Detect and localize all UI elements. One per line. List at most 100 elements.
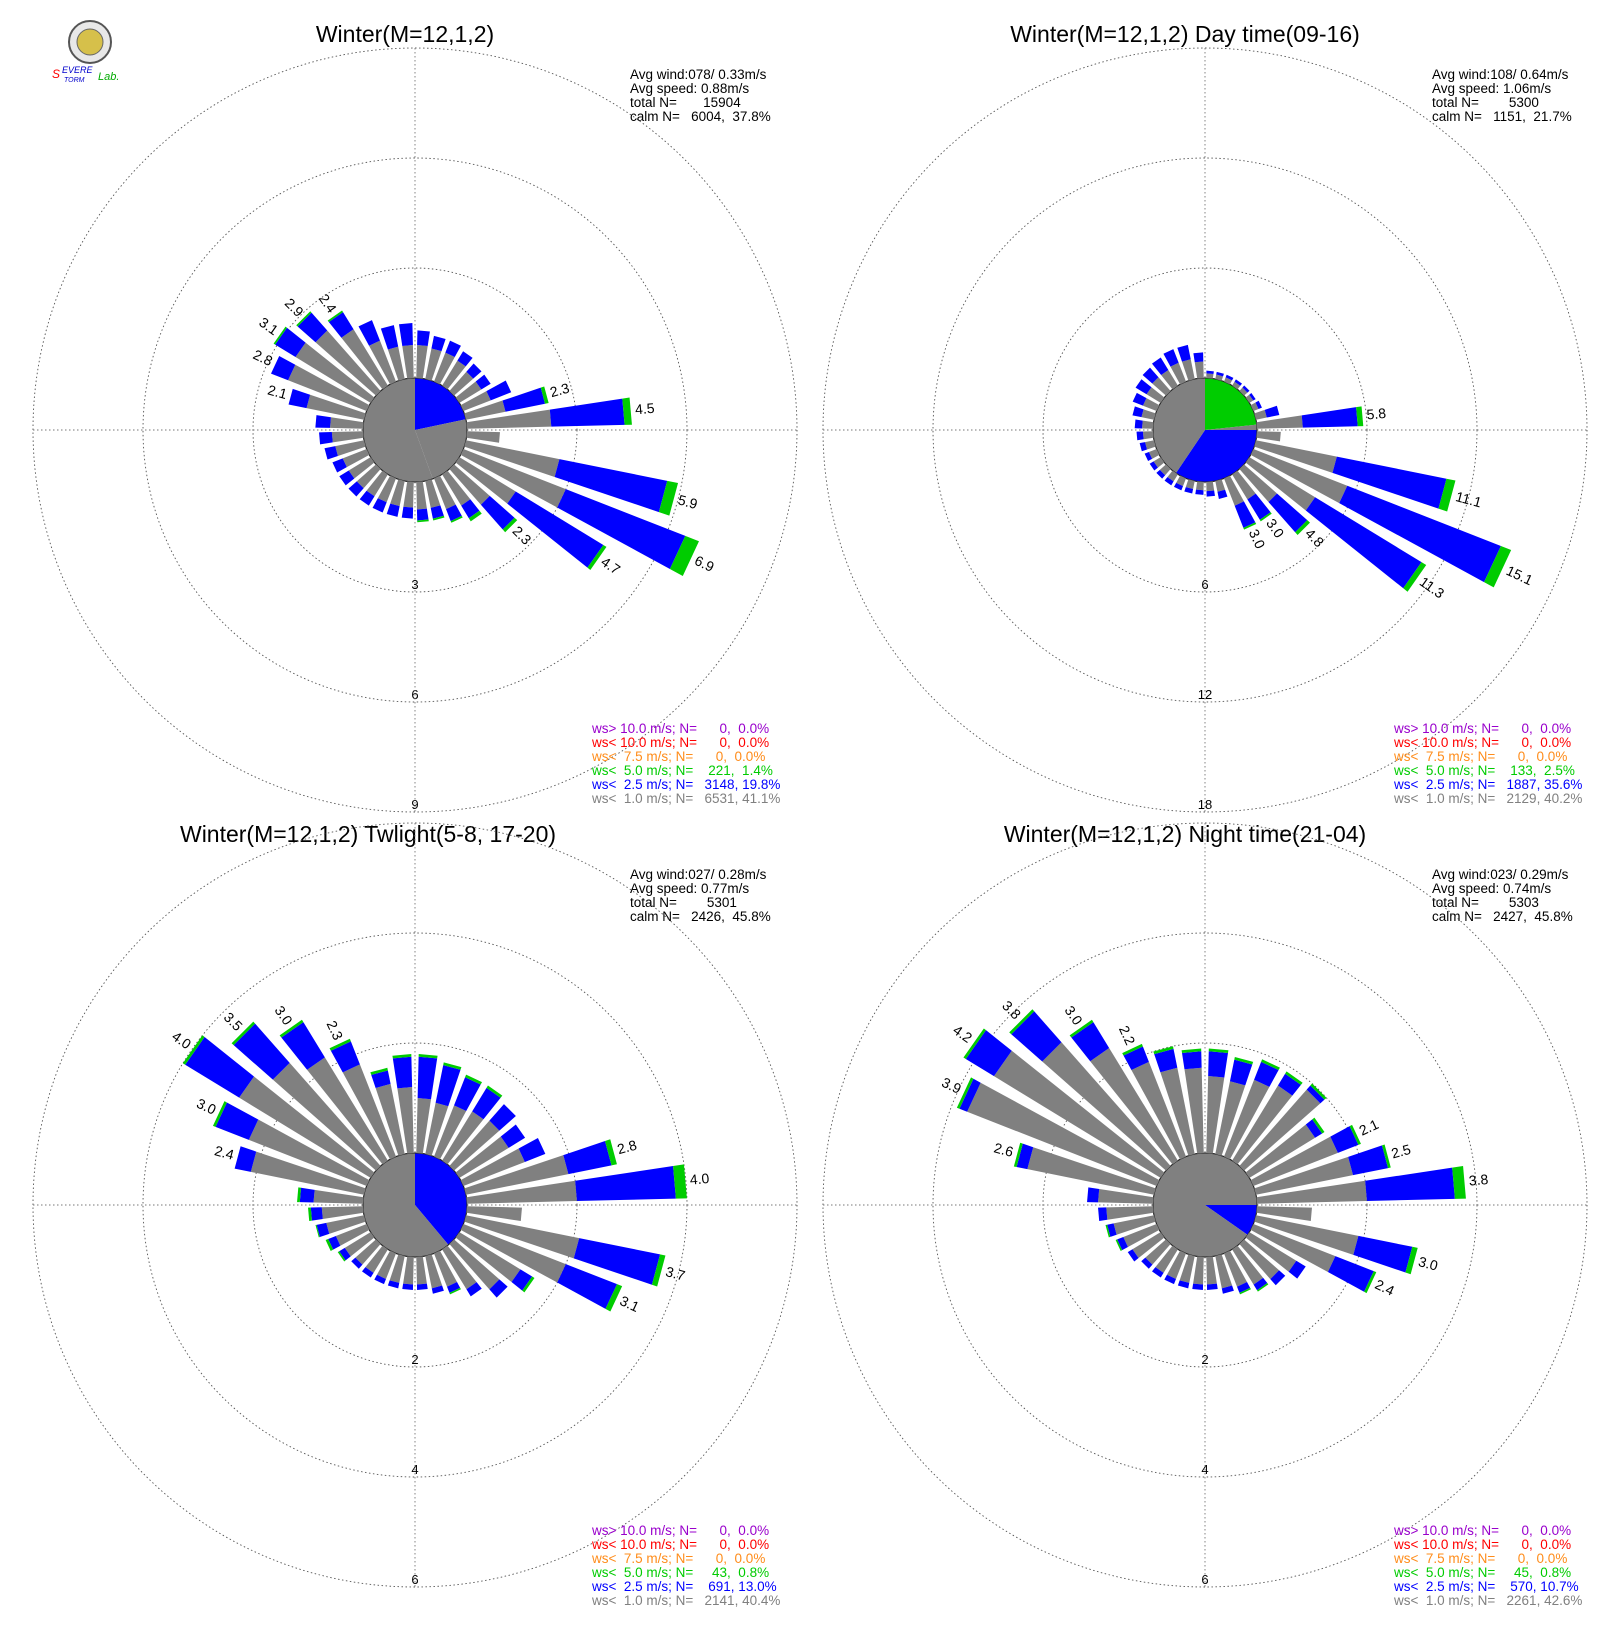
bar-calm-segment: [1239, 464, 1278, 503]
info-box: Avg wind:078/ 0.33m/s Avg speed: 0.88m/s…: [630, 67, 771, 124]
calm-n-text: calm N= 2427, 45.8%: [1432, 909, 1573, 924]
bar-low-segment: [1173, 482, 1184, 491]
bar-low-segment: [1264, 405, 1280, 418]
bar-mid-segment: [522, 1276, 535, 1293]
bar-mid-segment: [1153, 1046, 1174, 1055]
bar-calm-segment: [1141, 409, 1156, 420]
bar-value-label: 3.8: [999, 997, 1024, 1022]
bar-mid-segment: [1452, 1165, 1466, 1199]
calm-sector: [362, 378, 433, 483]
bar-value-label: 4.8: [1302, 525, 1327, 550]
bar-calm-segment: [1245, 457, 1316, 511]
bar-low-segment: [386, 503, 400, 517]
bar-low-segment: [563, 1141, 612, 1175]
bar-low-segment: [430, 505, 444, 519]
bar-mid-segment: [1484, 545, 1512, 588]
windrose-svg: Winter(M=12,1,2) S EVERE TORM Lab. Avg w…: [32, 20, 798, 813]
bar-calm-segment: [387, 346, 405, 381]
total-n-text: total N= 5303: [1432, 895, 1539, 910]
bar-value-label: 3.8: [1468, 1171, 1489, 1189]
bar-low-segment: [1139, 442, 1148, 452]
total-n-text: total N= 5301: [630, 895, 737, 910]
bar-low-segment: [447, 1282, 461, 1293]
bar-calm-segment: [433, 1250, 458, 1287]
bar-low-segment: [445, 340, 461, 357]
bar-low-segment: [330, 1041, 360, 1073]
bar-calm-segment: [1239, 1239, 1280, 1280]
bar-calm-segment: [1193, 1256, 1204, 1285]
bar-low-segment: [573, 1238, 661, 1285]
bar-low-segment: [549, 398, 625, 427]
bar-calm-segment: [464, 1155, 569, 1195]
legend-item: ws< 10.0 m/s; N= 0, 0.0%: [591, 735, 769, 750]
bar-calm-segment: [464, 440, 560, 477]
bar-value-label: 3.0: [1246, 527, 1269, 552]
chart-title: Winter(M=12,1,2) Night time(21-04): [1004, 821, 1366, 847]
bar-mid-segment: [418, 1054, 438, 1059]
bar-low-segment: [281, 1022, 325, 1070]
windrose-svg: Winter(M=12,1,2) Night time(21-04) Avg w…: [822, 821, 1588, 1608]
bar-calm-segment: [1223, 1250, 1248, 1287]
calm-sector: [415, 378, 466, 430]
bar-mid-segment: [1364, 1271, 1377, 1294]
bar-mid-segment: [1349, 1124, 1361, 1145]
bar-calm-segment: [449, 371, 474, 396]
info-box: Avg wind:023/ 0.29m/s Avg speed: 0.74m/s…: [1432, 867, 1573, 924]
bar-calm-segment: [355, 1239, 381, 1265]
bar-calm-segment: [993, 1050, 1165, 1178]
bar-low-segment: [215, 1102, 259, 1140]
bar-low-segment: [416, 508, 429, 521]
bar-low-segment: [507, 491, 604, 568]
bar-mid-segment: [315, 1224, 320, 1238]
bar-low-segment: [1016, 1143, 1034, 1170]
bar-mid-segment: [231, 1021, 256, 1046]
bar-calm-segment: [1176, 475, 1187, 487]
legend-item: ws< 5.0 m/s; N= 221, 1.4%: [591, 763, 773, 778]
bar-value-label: 2.3: [548, 380, 571, 401]
legend-item: ws< 2.5 m/s; N= 1887, 35.6%: [1393, 777, 1582, 792]
bar-mid-segment: [417, 519, 429, 523]
bar-low-segment: [1237, 1282, 1251, 1293]
bar-low-segment: [500, 1124, 526, 1148]
bar-low-segment: [1149, 461, 1158, 471]
bar-calm-segment: [1152, 377, 1171, 396]
bar-low-segment: [1134, 419, 1143, 429]
bar-calm-segment: [288, 364, 370, 412]
legend-item: ws< 10.0 m/s; N= 0, 0.0%: [1393, 1537, 1571, 1552]
bar-calm-segment: [425, 348, 442, 381]
bar-calm-segment: [416, 1256, 427, 1285]
bar-calm-segment: [1098, 1188, 1154, 1204]
bar-value-label: 4.2: [950, 1022, 975, 1046]
bar-calm-segment: [1148, 448, 1160, 459]
bar-low-segment: [489, 1279, 508, 1298]
bar-low-segment: [511, 1269, 533, 1291]
bar-calm-segment: [1159, 464, 1171, 476]
bar-calm-segment: [460, 1148, 525, 1187]
bar-mid-segment: [1438, 478, 1456, 512]
bar-mid-segment: [297, 1187, 302, 1203]
calm-sector: [415, 1205, 467, 1245]
bar-low-segment: [1206, 490, 1215, 497]
legend: ws> 10.0 m/s; N= 0, 0.0% ws< 10.0 m/s; N…: [591, 721, 780, 806]
avg-speed-text: Avg speed: 0.74m/s: [1432, 881, 1551, 896]
bar-low-segment: [328, 1236, 341, 1250]
bar-calm-segment: [1170, 362, 1187, 385]
bar-calm-segment: [1215, 1254, 1233, 1289]
legend-item: ws< 7.5 m/s; N= 0, 0.0%: [591, 749, 765, 764]
bar-calm-segment: [377, 475, 397, 503]
bar-value-label: 3.1: [256, 314, 281, 338]
bar-low-segment: [554, 459, 668, 513]
bar-calm-segment: [466, 409, 552, 429]
bar-calm-segment: [1254, 1215, 1359, 1255]
bar-low-segment: [466, 1282, 482, 1297]
bar-low-segment: [234, 1146, 257, 1172]
bar-mid-segment: [486, 1085, 503, 1098]
bar-value-label: 3.1: [617, 1292, 642, 1315]
bar-calm-segment: [1250, 1223, 1336, 1273]
bar-calm-segment: [1250, 1136, 1338, 1187]
bar-value-label: 2.3: [324, 1018, 347, 1043]
bar-low-segment: [299, 1187, 315, 1203]
bar-low-segment: [461, 499, 480, 519]
bar-value-label: 5.9: [676, 492, 699, 513]
bar-calm-segment: [321, 1206, 364, 1219]
